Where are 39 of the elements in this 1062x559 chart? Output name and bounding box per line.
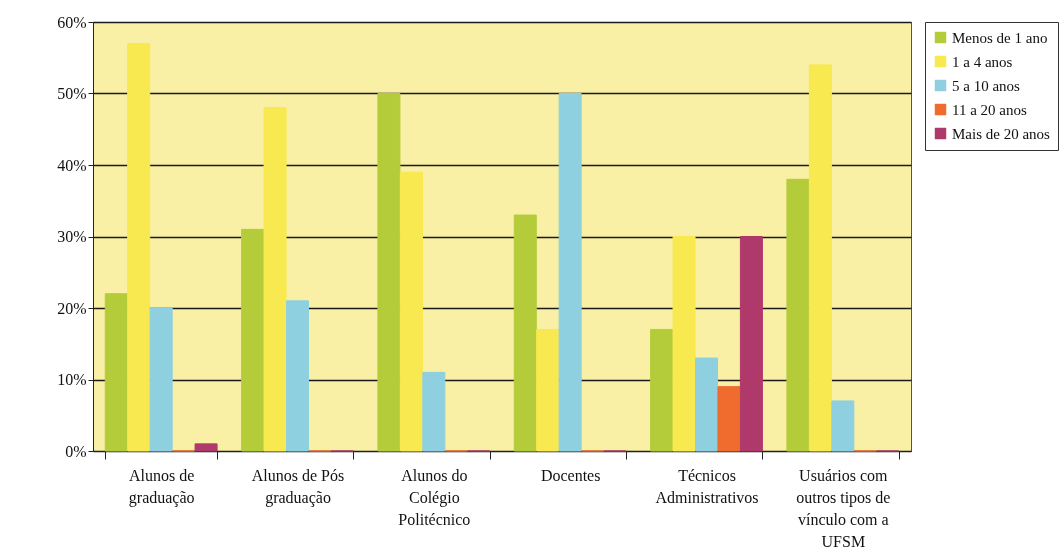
x-tick-label: Técnicos Administrativos <box>655 466 759 506</box>
bar <box>104 293 128 452</box>
bar <box>263 107 287 452</box>
y-tick-label: 0% <box>65 442 87 460</box>
legend-label: Mais de 20 anos <box>952 125 1051 142</box>
bar <box>831 400 855 452</box>
bar <box>377 93 401 452</box>
legend-label: 11 a 20 anos <box>952 101 1028 118</box>
bar <box>808 64 832 452</box>
bar <box>513 214 537 452</box>
y-tick-label: 50% <box>57 85 87 102</box>
legend-label: Menos de 1 ano <box>952 29 1048 46</box>
x-tick-label: Alunos de Pós graduação <box>251 466 345 507</box>
bar <box>194 443 218 452</box>
y-tick-label: 20% <box>57 299 87 317</box>
y-tick-label: 30% <box>57 228 87 245</box>
bar <box>558 93 582 452</box>
bar <box>536 328 560 452</box>
legend-label: 5 a 10 anos <box>952 77 1021 94</box>
bar <box>717 386 741 452</box>
bar <box>127 42 151 452</box>
bar <box>650 328 674 452</box>
bar <box>695 357 718 452</box>
bar <box>422 371 446 452</box>
bar <box>241 228 265 452</box>
bar <box>672 236 696 452</box>
bar <box>149 307 173 452</box>
bar <box>399 171 423 452</box>
y-tick-label: 40% <box>57 156 87 174</box>
bar <box>739 236 763 452</box>
legend-label: 1 a 4 anos <box>952 53 1013 70</box>
bar <box>786 178 810 452</box>
x-tick-label: Alunos do Colégio Politécnico <box>398 466 471 528</box>
x-tick-label: Usuários com outros tipos de vínculo com a UFSM <box>796 466 891 550</box>
x-tick-label: Alunos de graduação <box>128 466 195 507</box>
x-tick-label: Docentes <box>540 466 601 484</box>
y-tick-label: 60% <box>57 13 87 31</box>
y-tick-label: 10% <box>57 371 87 388</box>
bar <box>286 300 309 452</box>
